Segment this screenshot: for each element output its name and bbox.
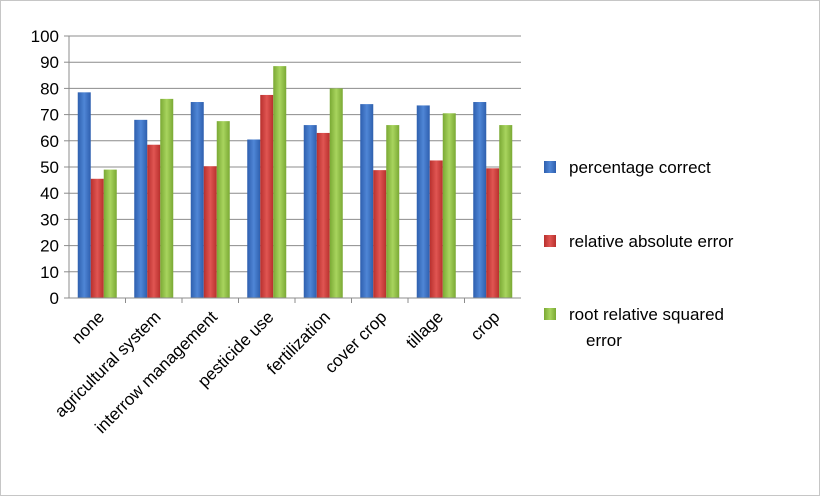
bar (260, 94, 274, 298)
x-tick-label: agricultural system (51, 307, 165, 421)
legend-swatch (544, 235, 556, 247)
x-tick-label: none (68, 307, 108, 347)
legend: percentage correct relative absolute erro… (544, 158, 734, 350)
bar (486, 168, 500, 298)
legend-swatch (544, 161, 556, 173)
y-tick-label: 50 (40, 158, 59, 177)
bar (386, 125, 400, 298)
bar (303, 125, 317, 298)
bar (316, 132, 330, 298)
bar (499, 125, 513, 298)
x-tick-label: crop (467, 307, 504, 344)
bar (216, 121, 230, 299)
bar (473, 102, 487, 298)
bar (190, 102, 204, 298)
y-tick-label: 60 (40, 132, 59, 151)
legend-swatch (544, 308, 556, 320)
y-tick-label: 100 (31, 27, 59, 46)
x-tick-label: cover crop (321, 307, 391, 377)
x-tick-label: tillage (402, 307, 447, 352)
bar (442, 113, 456, 298)
bar (360, 104, 374, 299)
bar (147, 144, 161, 298)
bar (203, 166, 217, 298)
bar (273, 66, 287, 298)
bar (134, 119, 148, 298)
y-tick-label: 80 (40, 79, 59, 98)
y-tick-label: 20 (40, 237, 59, 256)
bar (160, 98, 174, 298)
y-axis: 0 10 20 30 40 50 60 70 80 90 100 (31, 27, 70, 308)
bar (429, 160, 443, 298)
y-tick-label: 10 (40, 263, 59, 282)
bar (247, 139, 261, 298)
y-tick-label: 40 (40, 184, 59, 203)
bar (90, 178, 104, 298)
bar (373, 170, 387, 298)
legend-label: root relative squared error (569, 305, 724, 350)
legend-label: percentage correct (569, 158, 711, 177)
bar (77, 92, 91, 298)
bar (329, 88, 343, 299)
bars (77, 66, 513, 299)
y-tick-label: 30 (40, 210, 59, 229)
y-tick-label: 90 (40, 53, 59, 72)
bar (103, 169, 117, 298)
bar (416, 105, 430, 299)
y-tick-label: 70 (40, 106, 59, 125)
y-tick-label: 0 (50, 289, 59, 308)
legend-label: relative absolute error (569, 232, 734, 251)
